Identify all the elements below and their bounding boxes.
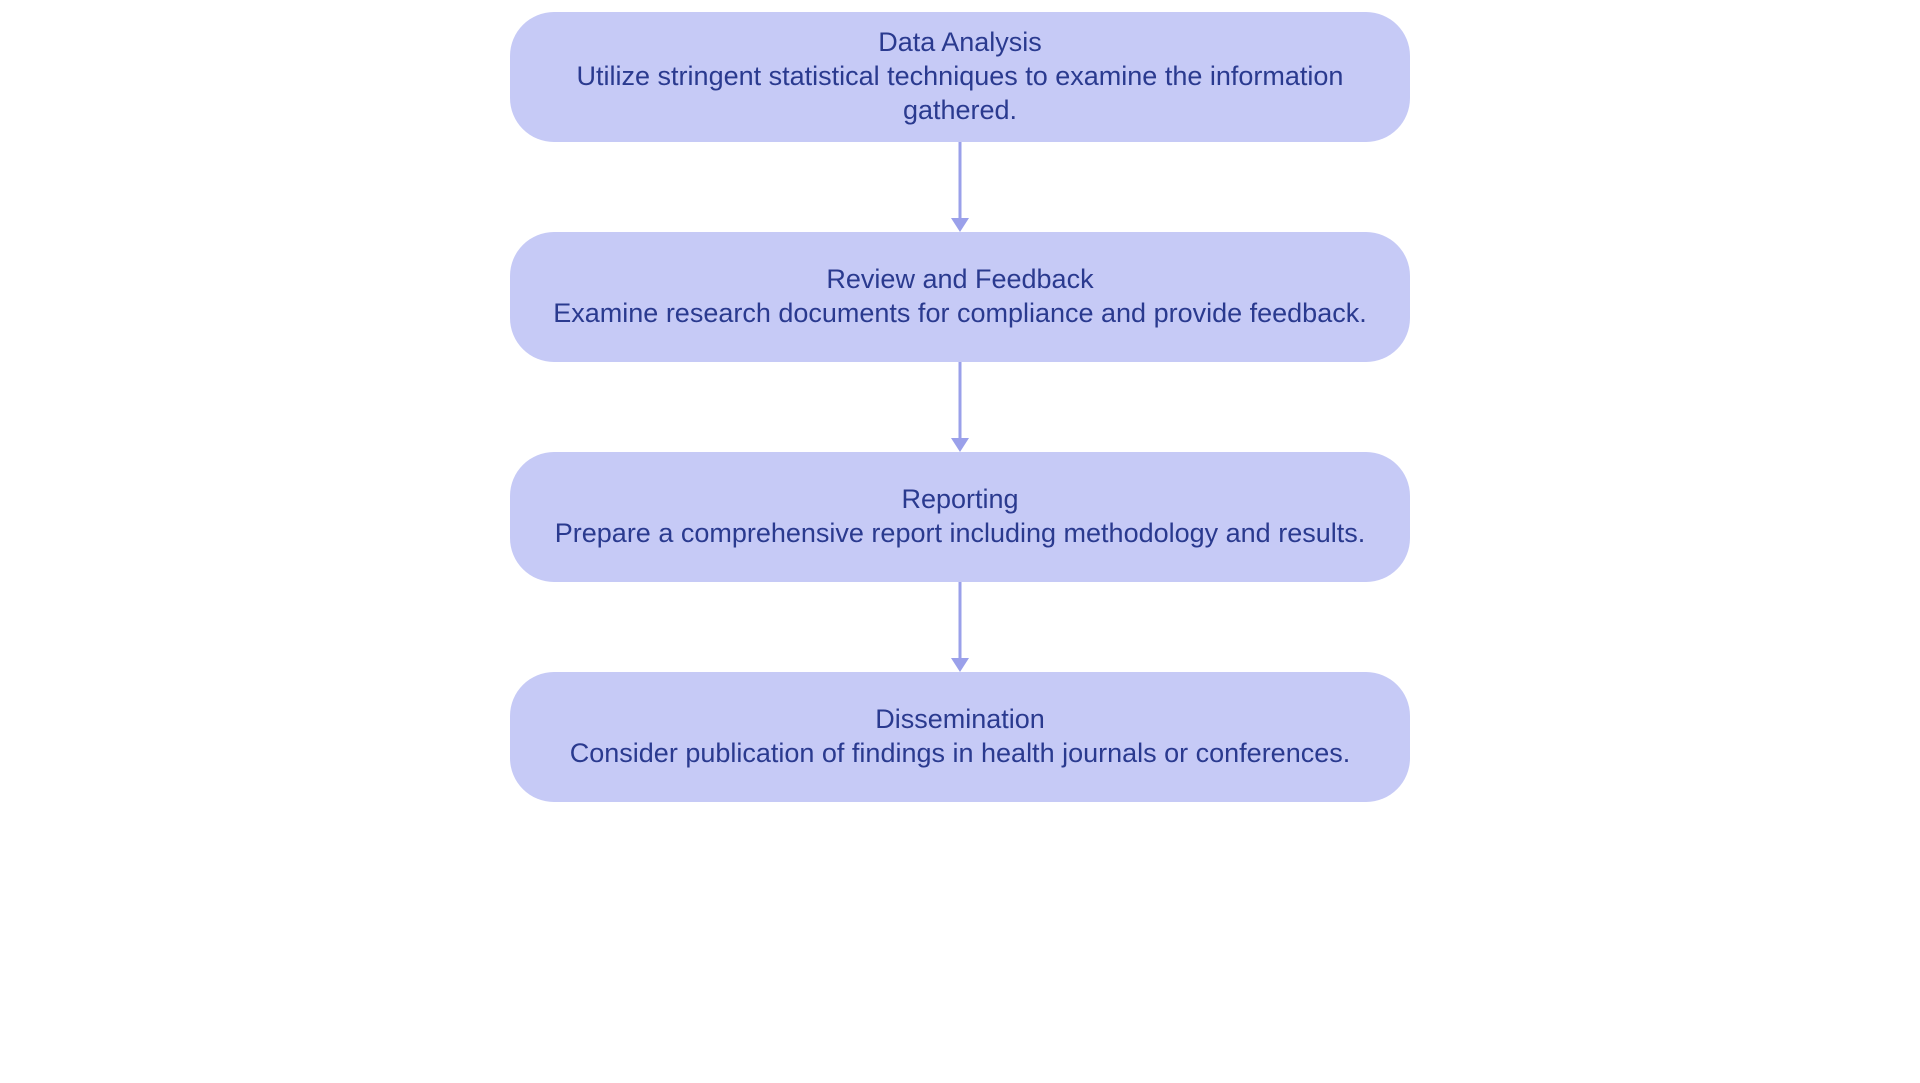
arrow-2 xyxy=(940,362,980,452)
flowchart-container: Data Analysis Utilize stringent statisti… xyxy=(0,0,1920,1083)
node-desc: Utilize stringent statistical techniques… xyxy=(550,60,1370,128)
node-data-analysis: Data Analysis Utilize stringent statisti… xyxy=(510,12,1410,142)
node-title: Dissemination xyxy=(875,703,1045,737)
arrow-down-icon xyxy=(940,362,980,452)
arrow-down-icon xyxy=(940,582,980,672)
node-title: Reporting xyxy=(901,483,1018,517)
node-title: Data Analysis xyxy=(878,26,1042,60)
node-title: Review and Feedback xyxy=(826,263,1093,297)
node-desc: Prepare a comprehensive report including… xyxy=(555,517,1365,551)
node-desc: Examine research documents for complianc… xyxy=(553,297,1366,331)
node-dissemination: Dissemination Consider publication of fi… xyxy=(510,672,1410,802)
node-reporting: Reporting Prepare a comprehensive report… xyxy=(510,452,1410,582)
node-review-feedback: Review and Feedback Examine research doc… xyxy=(510,232,1410,362)
node-desc: Consider publication of findings in heal… xyxy=(570,737,1350,771)
arrow-1 xyxy=(940,142,980,232)
arrow-down-icon xyxy=(940,142,980,232)
arrow-3 xyxy=(940,582,980,672)
